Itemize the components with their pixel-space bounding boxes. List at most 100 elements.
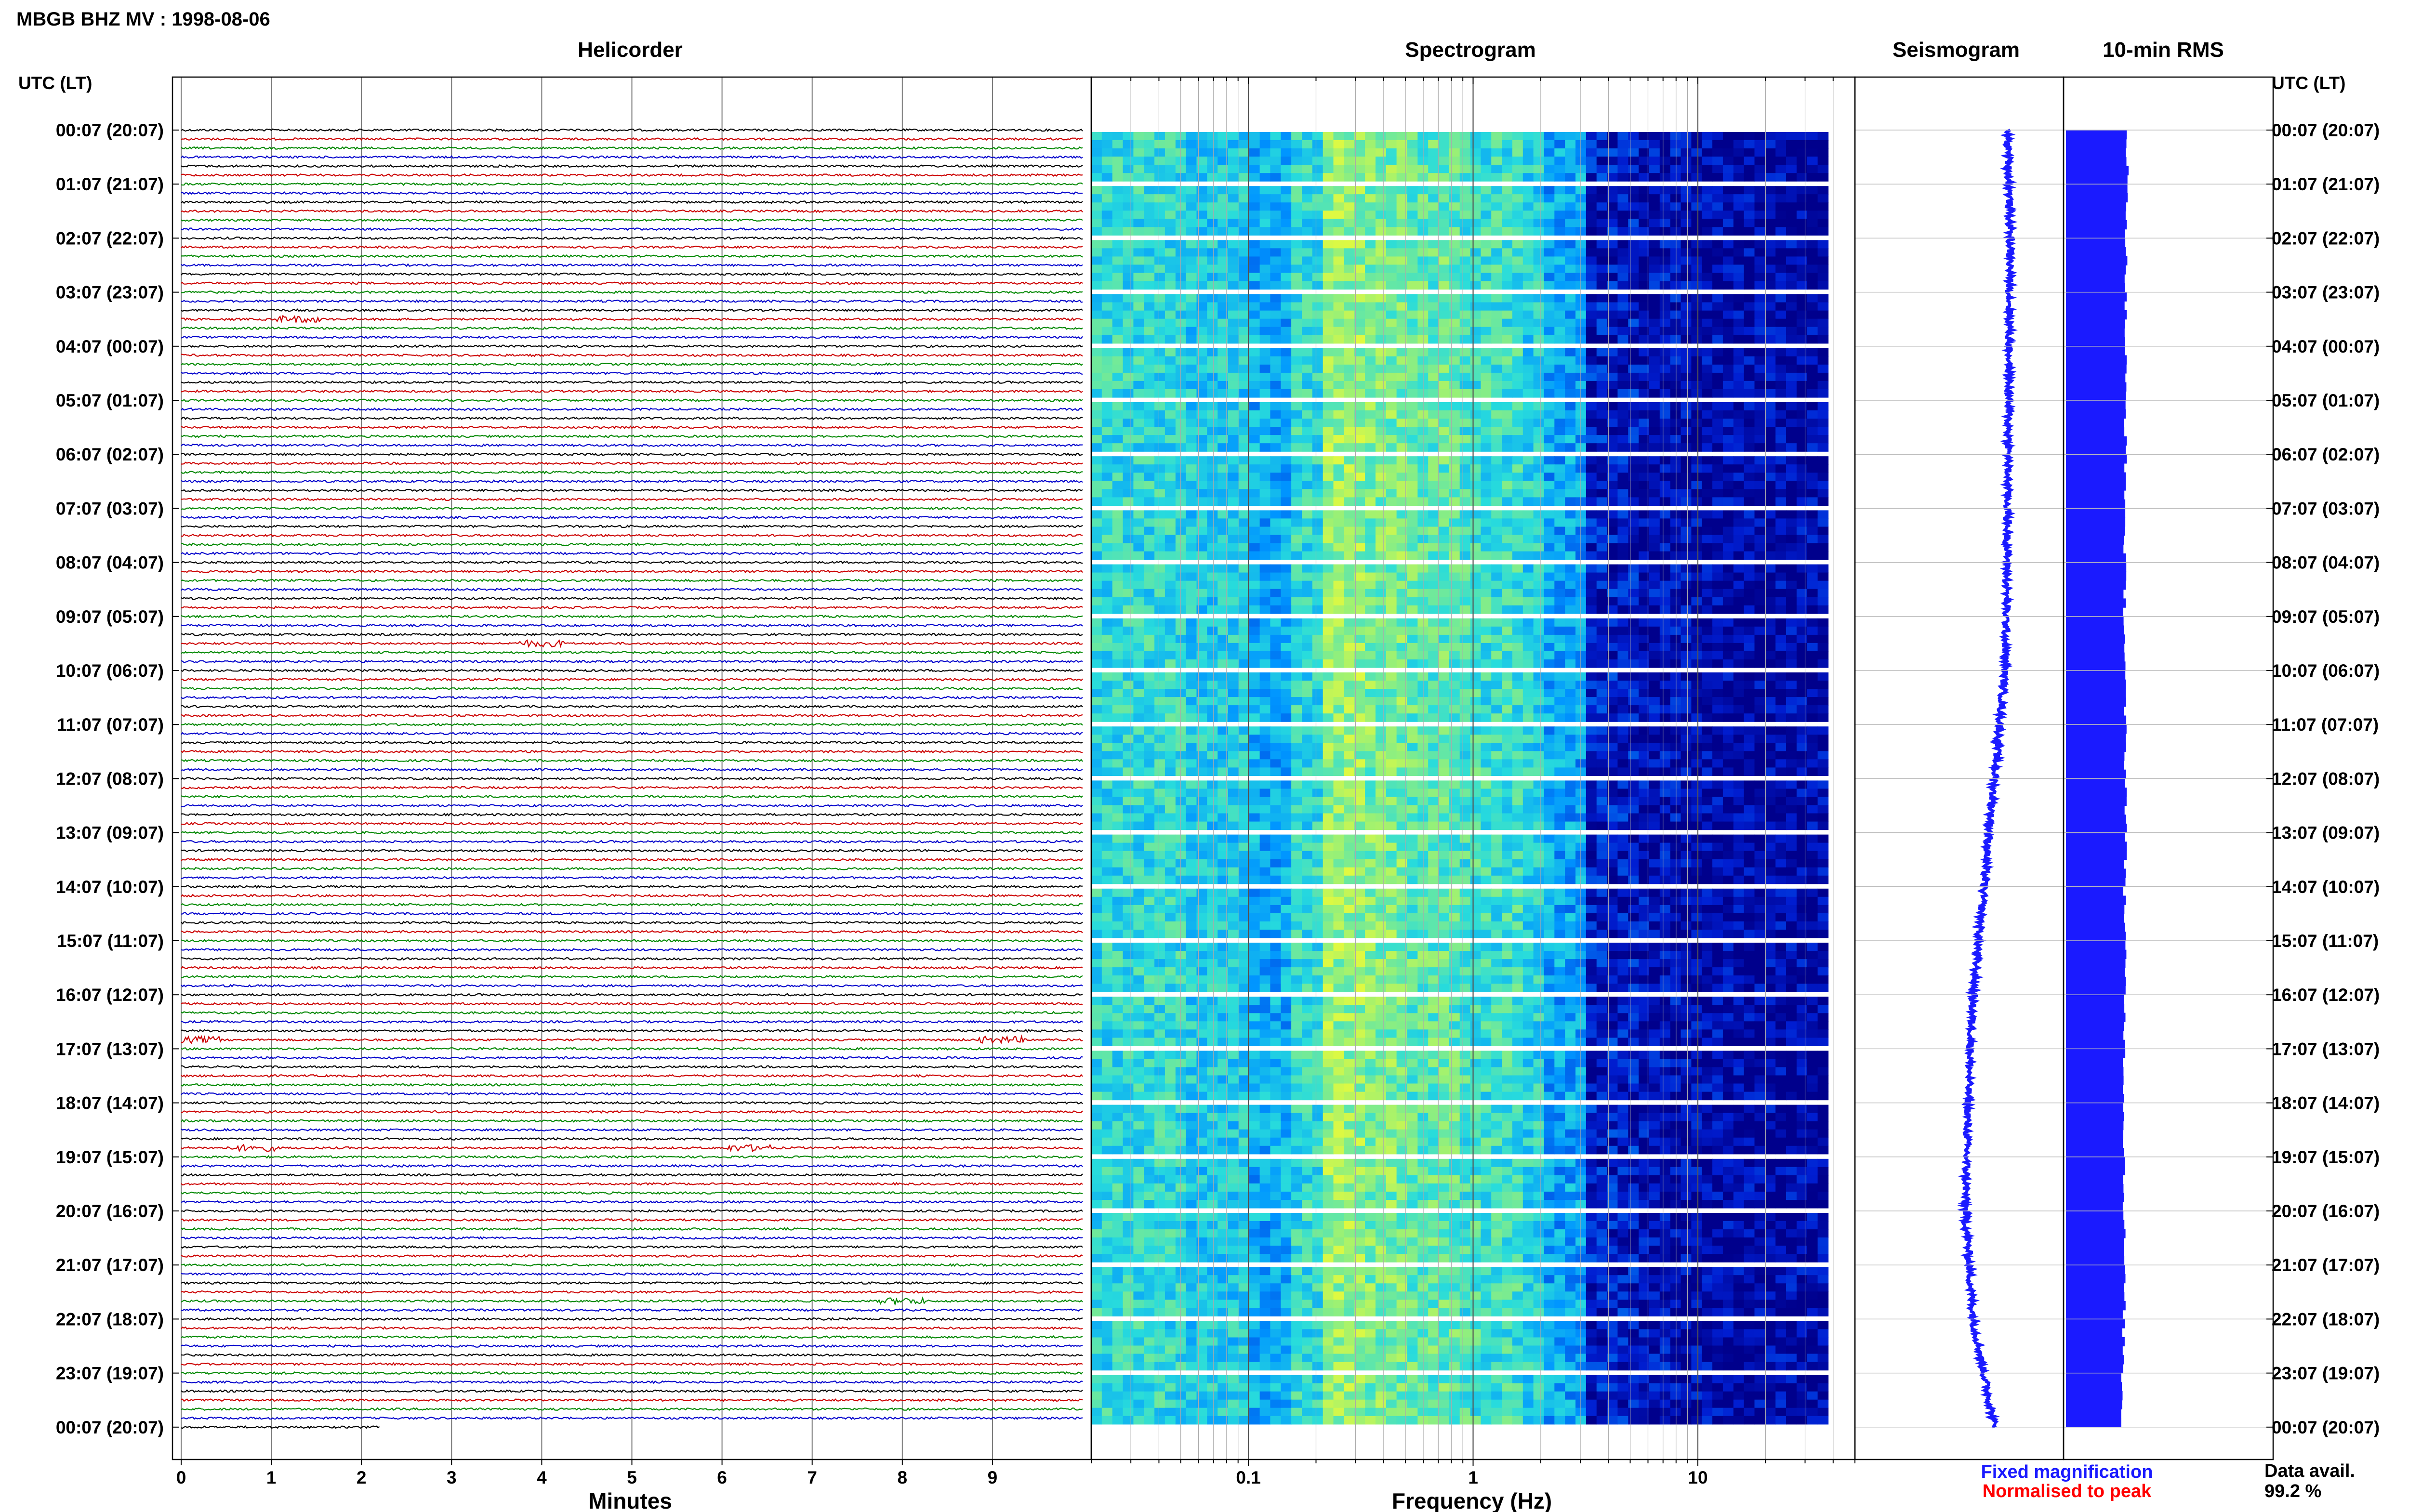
- spectrogram-cell: [1354, 456, 1365, 465]
- spectrogram-cell: [1407, 597, 1418, 606]
- spectrogram-cell: [1565, 202, 1576, 211]
- helicorder-trace: [181, 857, 1083, 862]
- spectrogram-cell: [1459, 443, 1471, 452]
- spectrogram-cell: [1544, 543, 1555, 552]
- spectrogram-cell: [1765, 497, 1776, 506]
- spectrogram-cell: [1165, 681, 1176, 689]
- spectrogram-cell: [1249, 273, 1260, 282]
- spectrogram-cell: [1744, 473, 1755, 481]
- spectrogram-cell: [1439, 327, 1450, 336]
- spectrogram-cell: [1133, 419, 1144, 427]
- spectrogram-cell: [1702, 681, 1713, 689]
- spectrogram-cell: [1133, 473, 1144, 481]
- spectrogram-cell: [1312, 410, 1324, 419]
- spectrogram-cell: [1712, 227, 1723, 236]
- spectrogram-cell: [1702, 194, 1713, 203]
- spectrogram-cell: [1428, 735, 1439, 743]
- spectrogram-cell: [1817, 372, 1829, 381]
- spectrogram-cell: [1459, 572, 1471, 581]
- spectrogram-cell: [1628, 713, 1639, 722]
- spectrogram-cell: [1259, 264, 1271, 274]
- spectrogram-cell: [1165, 535, 1176, 544]
- spectrogram-cell: [1691, 157, 1702, 165]
- spectrogram-cell: [1165, 173, 1176, 182]
- spectrogram-cell: [1796, 389, 1808, 398]
- spectrogram-cell: [1522, 634, 1534, 644]
- spectrogram-cell: [1575, 186, 1587, 195]
- spectrogram-cell: [1681, 481, 1692, 489]
- spectrogram-cell: [1817, 256, 1829, 265]
- spectrogram-cell: [1502, 481, 1513, 489]
- spectrogram-cell: [1312, 389, 1324, 398]
- spectrogram-cell: [1154, 535, 1165, 544]
- helicorder-trace: [181, 1200, 1083, 1204]
- spectrogram-cell: [1733, 318, 1745, 328]
- spectrogram-cell: [1617, 497, 1628, 506]
- spectrogram-cell: [1365, 464, 1376, 473]
- spectrogram-cell: [1702, 651, 1713, 660]
- spectrogram-cell: [1196, 456, 1208, 465]
- spectrogram-cell: [1628, 551, 1639, 560]
- spectrogram-cell: [1439, 402, 1450, 411]
- spectrogram-cell: [1765, 589, 1776, 598]
- spectrogram-cell: [1396, 589, 1408, 598]
- spectrogram-cell: [1607, 132, 1618, 141]
- spectrogram-cell: [1144, 535, 1155, 544]
- spectrogram-cell: [1165, 273, 1176, 282]
- spectrogram-cell: [1386, 681, 1397, 689]
- spectrogram-cell: [1207, 564, 1218, 573]
- spectrogram-cell: [1681, 140, 1692, 149]
- spectrogram-cell: [1722, 389, 1734, 398]
- spectrogram-cell: [1186, 605, 1197, 614]
- spectrogram-cell: [1544, 427, 1555, 435]
- spectrogram-cell: [1259, 327, 1271, 336]
- spectrogram-cell: [1396, 481, 1408, 489]
- spectrogram-cell: [1344, 535, 1355, 544]
- spectrogram-cell: [1807, 264, 1818, 274]
- spectrogram-cell: [1502, 672, 1513, 681]
- spectrogram-cell: [1428, 726, 1439, 735]
- spectrogram-cell: [1722, 481, 1734, 489]
- helicorder-trace: [181, 740, 1083, 745]
- spectrogram-cell: [1639, 264, 1650, 274]
- spectrogram-cell: [1502, 410, 1513, 419]
- spectrogram-cell: [1481, 456, 1492, 465]
- spectrogram-cell: [1733, 302, 1745, 311]
- spectrogram-cell: [1670, 173, 1681, 182]
- spectrogram-cell: [1259, 419, 1271, 427]
- spectrogram-cell: [1312, 427, 1324, 435]
- spectrogram-cell: [1459, 643, 1471, 652]
- spectrogram-cell: [1323, 580, 1334, 590]
- spectrogram-cell: [1323, 481, 1334, 489]
- spectrogram-cell: [1607, 140, 1618, 149]
- spectrogram-cell: [1670, 510, 1681, 519]
- spectrogram-cell: [1607, 464, 1618, 473]
- spectrogram-cell: [1807, 210, 1818, 219]
- spectrogram-cell: [1249, 651, 1260, 660]
- spectrogram-cell: [1659, 157, 1671, 165]
- spectrogram-cell: [1312, 210, 1324, 219]
- spectrogram-cell: [1554, 589, 1565, 598]
- spectrogram-cell: [1439, 389, 1450, 398]
- spectrogram-cell: [1670, 148, 1681, 157]
- spectrogram-cell: [1628, 535, 1639, 544]
- spectrogram-cell: [1302, 580, 1313, 590]
- spectrogram-cell: [1365, 473, 1376, 481]
- spectrogram-cell: [1354, 165, 1365, 173]
- spectrogram-cell: [1544, 597, 1555, 606]
- spectrogram-cell: [1554, 456, 1565, 465]
- spectrogram-cell: [1544, 410, 1555, 419]
- spectrogram-cell: [1333, 489, 1345, 498]
- spectrogram-cell: [1586, 564, 1597, 573]
- spectrogram-cell: [1270, 310, 1281, 319]
- spectrogram-cell: [1702, 435, 1713, 444]
- spectrogram-cell: [1639, 626, 1650, 635]
- spectrogram-cell: [1365, 651, 1376, 660]
- spectrogram-cell: [1218, 227, 1229, 236]
- spectrogram-cell: [1575, 427, 1587, 435]
- spectrogram-cell: [1512, 605, 1523, 614]
- spectrogram-cell: [1428, 186, 1439, 195]
- spectrogram-cell: [1228, 148, 1239, 157]
- spectrogram-cell: [1196, 735, 1208, 743]
- spectrogram-cell: [1154, 543, 1165, 552]
